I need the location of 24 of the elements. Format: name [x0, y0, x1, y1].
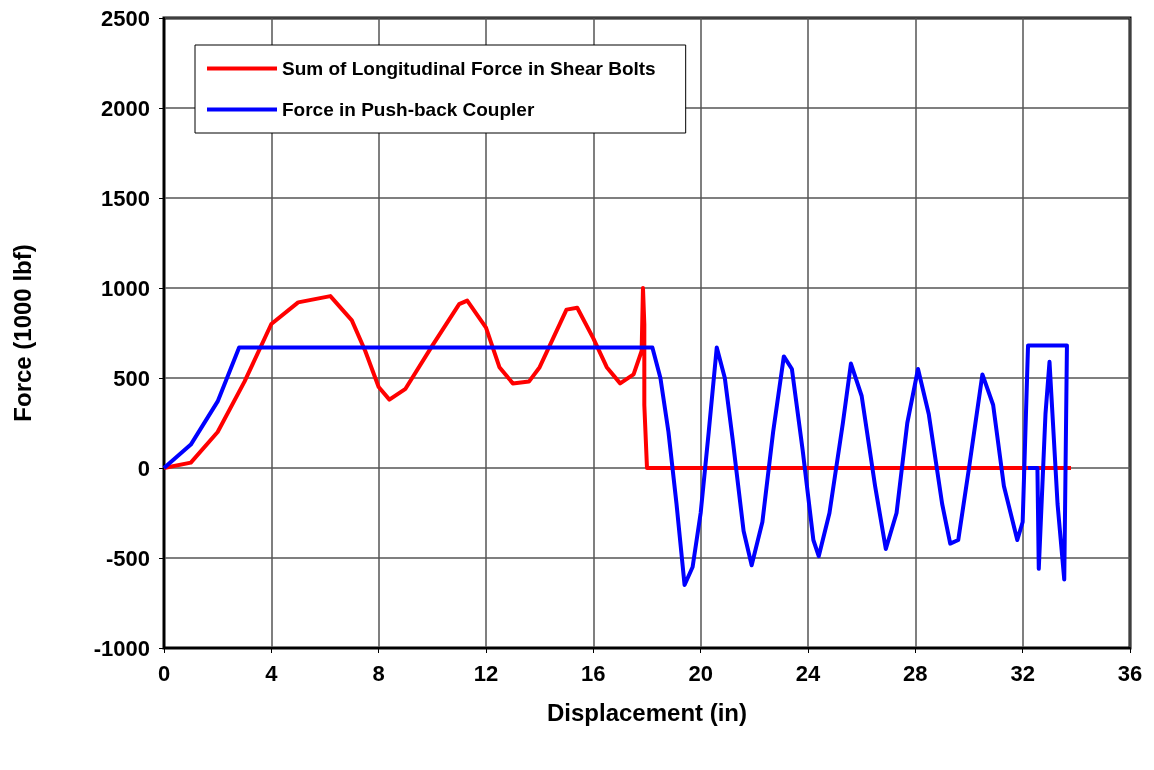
legend-label: Sum of Longitudinal Force in Shear Bolts	[282, 58, 656, 79]
x-tick-label: 20	[688, 660, 713, 686]
legend-label: Force in Push-back Coupler	[282, 99, 535, 120]
y-tick-label: 1500	[101, 185, 150, 211]
x-tick-label: 24	[795, 660, 821, 686]
x-tick-label: 8	[372, 660, 385, 686]
x-tick-label: 16	[581, 660, 606, 686]
x-tick-label: 32	[1010, 660, 1035, 686]
x-tick-label: 4	[265, 660, 279, 686]
x-tick-label: 36	[1117, 660, 1143, 686]
y-tick-label: 0	[137, 455, 150, 481]
y-tick-label: 2500	[101, 5, 150, 31]
line-series	[162, 286, 1073, 470]
y-tick-label: 2000	[101, 95, 150, 121]
x-tick-label: 28	[903, 660, 928, 686]
x-tick-label: 12	[473, 660, 499, 686]
y-tick-label: -1000	[93, 635, 150, 661]
y-axis-title: Force (1000 lbf)	[8, 244, 36, 422]
x-tick-label: 0	[157, 660, 171, 686]
line-series	[162, 343, 1069, 587]
y-tick-label: -500	[105, 545, 150, 571]
x-axis-title: Displacement (in)	[546, 698, 748, 726]
y-tick-label: 1000	[101, 275, 150, 301]
y-tick-label: 500	[113, 365, 150, 391]
